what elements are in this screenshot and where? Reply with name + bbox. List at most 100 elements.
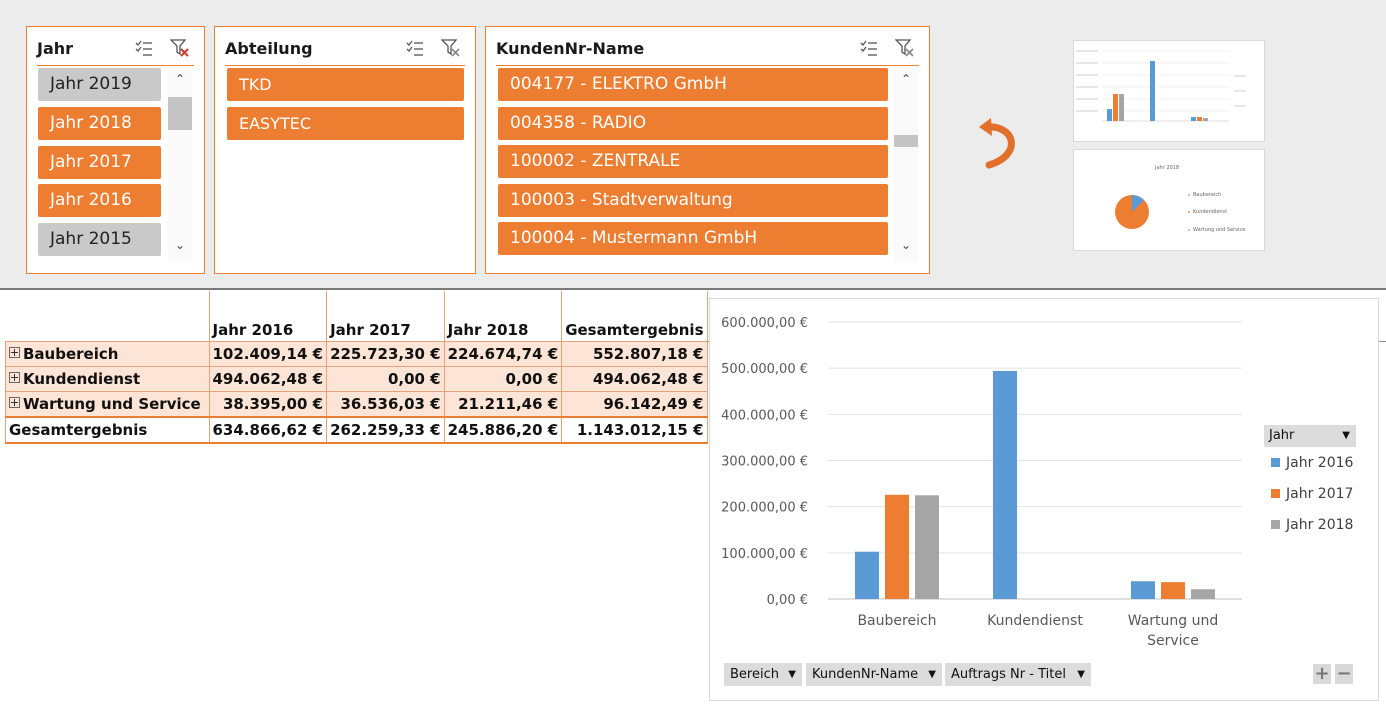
slicer-kunden-title: KundenNr-Name (496, 39, 645, 58)
slicer-abteilung: Abteilung TKD EASYTEC (214, 26, 476, 274)
expand-plus-icon[interactable] (9, 372, 20, 383)
scroll-up-icon[interactable]: ⌃ (174, 72, 186, 86)
slicer-item[interactable]: 100004 - Mustermann GmbH (498, 222, 888, 255)
expand-plus-icon[interactable] (9, 397, 20, 408)
pivot-header-cell[interactable]: Jahr 2017 (326, 291, 445, 342)
bar (1161, 582, 1185, 599)
legend-field-button[interactable]: Jahr ▼ (1264, 425, 1356, 447)
pivot-row-label[interactable]: Baubereich (5, 341, 210, 367)
slicer-item[interactable]: Jahr 2018 (38, 107, 161, 140)
row-label-text: Baubereich (23, 345, 119, 363)
slicer-item[interactable]: TKD (227, 68, 464, 101)
slicer-item[interactable]: Jahr 2016 (38, 184, 161, 217)
pivot-cell[interactable]: 38.395,00 € (208, 391, 328, 418)
slicer-jahr-header: Jahr (37, 35, 194, 66)
legend-swatch (1271, 458, 1280, 467)
expand-plus-icon[interactable] (9, 347, 20, 358)
table-row: Kundendienst 494.062,48 € 0,00 € 0,00 € … (5, 366, 708, 392)
pivot-cell[interactable]: 36.536,03 € (326, 391, 445, 418)
pivot-cell[interactable]: 552.807,18 € (561, 341, 708, 367)
legend-item: Jahr 2018 (1271, 517, 1353, 533)
filter-button-bereich[interactable]: Bereich ▼ (724, 663, 802, 686)
filter-button-auftrag[interactable]: Auftrags Nr - Titel ▼ (945, 663, 1091, 686)
y-tick-label: 300.000,00 € (721, 455, 808, 470)
scroll-thumb[interactable] (168, 97, 192, 130)
y-tick-label: 0,00 € (767, 593, 808, 608)
multi-select-icon[interactable] (134, 38, 154, 58)
slicer-item[interactable]: 100003 - Stadtverwaltung (498, 184, 888, 217)
pivot-header-cell[interactable]: Jahr 2016 (208, 291, 328, 342)
bar (855, 551, 879, 599)
pivot-total-cell[interactable]: 245.886,20 € (443, 416, 563, 444)
pivot-cell[interactable]: 225.723,30 € (326, 341, 445, 367)
clear-filter-icon[interactable] (441, 38, 461, 58)
slicer-item[interactable]: Jahr 2015 (38, 223, 161, 256)
legend-label: Jahr 2018 (1286, 517, 1354, 533)
mini-pie-chart (1115, 194, 1190, 231)
table-row: Baubereich 102.409,14 € 225.723,30 € 224… (5, 341, 708, 367)
pivot-cell[interactable]: 96.142,49 € (561, 391, 708, 418)
multi-select-icon[interactable] (405, 38, 425, 58)
slicer-jahr-scrollbar[interactable]: ⌃ ⌄ (168, 68, 192, 261)
bar (993, 370, 1017, 599)
slicer-item[interactable]: Jahr 2017 (38, 146, 161, 179)
scroll-up-icon[interactable]: ⌃ (900, 72, 912, 86)
clear-filter-icon[interactable] (170, 38, 190, 58)
pivot-cell[interactable]: 0,00 € (326, 366, 445, 392)
slicer-kunden-header: KundenNr-Name (496, 35, 919, 66)
x-tick-label: Kundendienst (987, 613, 1083, 629)
slicer-item[interactable]: 004177 - ELEKTRO GmbH (498, 68, 888, 101)
dropdown-arrow-icon[interactable]: ▼ (1342, 430, 1350, 441)
dropdown-arrow-icon[interactable]: ▼ (928, 669, 936, 680)
pivot-chart[interactable] (709, 298, 1379, 701)
x-tick-label: Wartung und (1128, 613, 1219, 629)
slicer-item[interactable]: 004358 - RADIO (498, 107, 888, 140)
collapse-minus-button[interactable]: − (1335, 663, 1353, 684)
table-row: Wartung und Service 38.395,00 € 36.536,0… (5, 391, 708, 418)
slicer-kunden-scrollbar[interactable]: ⌃ ⌄ (894, 68, 918, 261)
slicer-kunden: KundenNr-Name 004177 - ELEKTRO GmbH 0043… (485, 26, 930, 274)
scroll-down-icon[interactable]: ⌄ (174, 238, 186, 252)
legend-item: Jahr 2017 (1271, 486, 1353, 502)
slicer-item[interactable]: 100002 - ZENTRALE (498, 145, 888, 178)
pivot-cell[interactable]: 21.211,46 € (443, 391, 563, 418)
scroll-thumb[interactable] (894, 135, 918, 147)
y-tick-label: 200.000,00 € (721, 501, 808, 516)
mini-bar-chart (1076, 50, 1246, 122)
pivot-cell[interactable]: 494.062,48 € (208, 366, 328, 392)
pivot-total-cell[interactable]: 262.259,33 € (326, 416, 445, 444)
expand-plus-button[interactable]: + (1313, 663, 1331, 684)
dropdown-arrow-icon[interactable]: ▼ (1077, 669, 1085, 680)
y-tick-label: 400.000,00 € (721, 408, 808, 423)
pivot-cell[interactable]: 224.674,74 € (443, 341, 563, 367)
row-label-text: Kundendienst (23, 370, 141, 388)
bar (885, 494, 909, 599)
legend-title: Jahr (1269, 428, 1295, 443)
pivot-total-cell[interactable]: 1.143.012,15 € (561, 416, 708, 444)
pivot-row-label[interactable]: Wartung und Service (5, 391, 210, 418)
clear-filter-icon[interactable] (895, 38, 915, 58)
pivot-total-label[interactable]: Gesamtergebnis (5, 416, 210, 444)
pivot-cell[interactable]: 0,00 € (443, 366, 563, 392)
pivot-total-row: Gesamtergebnis 634.866,62 € 262.259,33 €… (5, 416, 708, 444)
pivot-header-row: Jahr 2016 Jahr 2017 Jahr 2018 Gesamterge… (5, 291, 708, 342)
multi-select-icon[interactable] (859, 38, 879, 58)
pivot-cell[interactable]: 494.062,48 € (561, 366, 708, 392)
pivot-row-label[interactable]: Kundendienst (5, 366, 210, 392)
chart-thumbnail-pie[interactable]: Jahr 2018 Baubereich Kundendienst Wartun… (1073, 149, 1265, 251)
legend-item: Jahr 2016 (1271, 455, 1353, 471)
mini-pie-title: Jahr 2018 (1155, 165, 1180, 171)
slicer-item[interactable]: Jahr 2019 (38, 68, 161, 101)
scroll-down-icon[interactable]: ⌄ (900, 238, 912, 252)
x-tick-label: Service (1147, 633, 1199, 649)
x-tick-label: Baubereich (857, 613, 936, 629)
chart-thumbnail-bar[interactable] (1073, 40, 1265, 142)
y-tick-label: 600.000,00 € (721, 316, 808, 331)
dropdown-arrow-icon[interactable]: ▼ (788, 669, 796, 680)
slicer-item[interactable]: EASYTEC (227, 107, 464, 140)
pivot-cell[interactable]: 102.409,14 € (208, 341, 328, 367)
pivot-total-cell[interactable]: 634.866,62 € (208, 416, 328, 444)
slicer-jahr-title: Jahr (37, 39, 74, 58)
filter-button-kunden[interactable]: KundenNr-Name ▼ (806, 663, 942, 686)
